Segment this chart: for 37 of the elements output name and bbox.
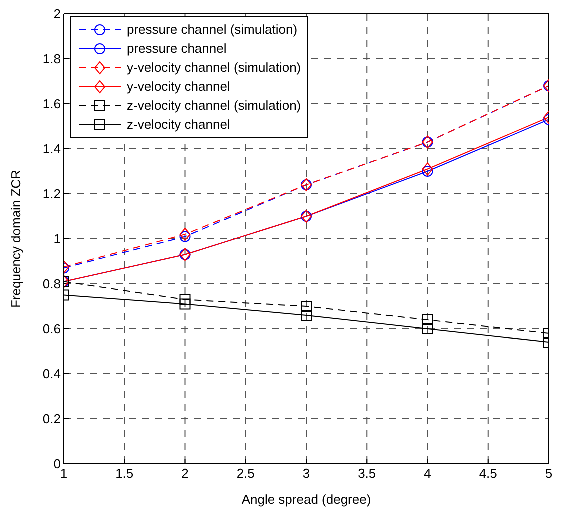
y-tick-label: 1.2 [42, 186, 61, 202]
x-tick-label: 1.5 [116, 466, 134, 482]
legend-label: y-velocity channel (simulation) [127, 60, 302, 75]
y-axis-title: Frequency domain ZCR [8, 170, 24, 308]
x-tick-label: 4.5 [479, 466, 498, 482]
legend-label: y-velocity channel [127, 79, 230, 94]
y-tick-label: 0.6 [42, 322, 61, 337]
legend-label: pressure channel (simulation) [127, 22, 298, 37]
y-tick-label: 1.8 [42, 52, 61, 67]
y-tick-label: 0 [54, 456, 61, 472]
y-tick-label: 0.4 [42, 366, 61, 382]
legend-label: z-velocity channel (simulation) [127, 98, 302, 113]
y-tick-label: 0.8 [42, 276, 61, 292]
x-tick-label: 4 [424, 466, 432, 482]
x-tick-label: 3 [302, 466, 310, 482]
legend-label: z-velocity channel [127, 117, 230, 132]
point [180, 294, 191, 306]
y-tick-label: 0.2 [42, 412, 61, 427]
x-axis-title: Angle spread (degree) [242, 492, 372, 507]
x-tick-label: 5 [545, 466, 553, 482]
y-tick-label: 1.6 [42, 96, 61, 112]
point [180, 298, 191, 310]
point [422, 314, 434, 326]
point [422, 162, 434, 176]
point [180, 231, 191, 242]
x-tick-label: 3.5 [358, 466, 376, 482]
y-tick-label: 1.4 [42, 142, 61, 157]
y-tick-label: 2 [54, 6, 61, 22]
point [301, 301, 312, 312]
legend-label: pressure channel [127, 41, 227, 56]
x-tick-label: 2 [182, 466, 189, 482]
point [422, 324, 434, 334]
y-tick-label: 1 [54, 232, 61, 247]
point [180, 228, 191, 241]
x-tick-label: 2.5 [236, 466, 255, 482]
point [422, 166, 434, 177]
point [301, 310, 312, 321]
